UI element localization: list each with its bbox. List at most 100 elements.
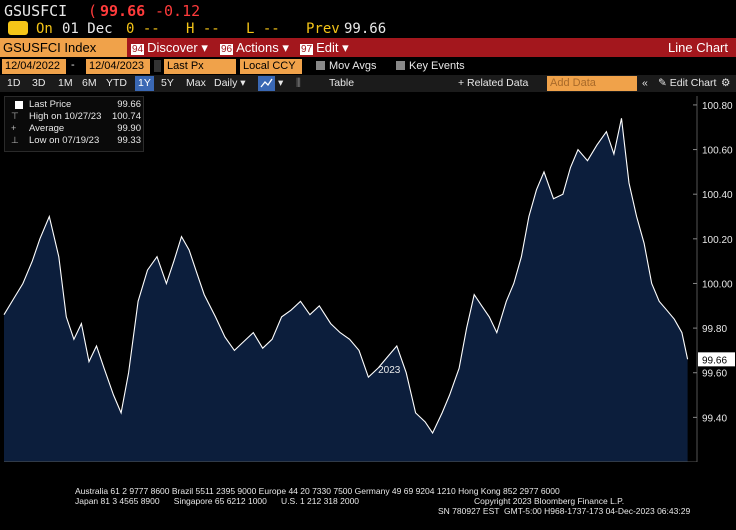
- settings-gear-icon[interactable]: ⚙: [721, 77, 731, 89]
- low-value: L --: [246, 21, 280, 37]
- legend-swatch: [15, 101, 23, 109]
- alert-icon[interactable]: [8, 21, 28, 35]
- footer-contacts-line2: Japan 81 3 4565 8900 Singapore 65 6212 1…: [75, 496, 360, 506]
- y-tick-label: 100.00: [702, 279, 733, 290]
- series-line[interactable]: [3, 118, 689, 435]
- edit-menu-label: Edit: [316, 40, 339, 55]
- period-ytd[interactable]: YTD: [106, 77, 127, 89]
- prev-label: Prev: [306, 21, 340, 37]
- year-label: 2023: [378, 365, 401, 376]
- mov-avgs-toggle[interactable]: Mov Avgs: [316, 60, 377, 72]
- y-axis: 100.80 100.60 100.40 100.20 100.00 99.80 99.60…: [693, 101, 733, 424]
- low-marker-icon: ⊥: [11, 135, 19, 145]
- key-events-label: Key Events: [409, 60, 465, 72]
- y-tick-label: 99.40: [702, 413, 727, 424]
- edit-menu[interactable]: 97 Edit ▾: [300, 40, 349, 55]
- last-value-box: [698, 352, 735, 367]
- y-tick-label: 100.80: [702, 101, 733, 112]
- high-marker-icon: ⊤: [11, 111, 19, 121]
- prev-value: 99.66: [344, 21, 387, 37]
- discover-menu-label: Discover: [147, 40, 198, 55]
- legend-average-label: Average: [29, 123, 65, 134]
- date-range-separator: -: [71, 59, 75, 71]
- edit-chart-button[interactable]: ✎ Edit Chart: [658, 77, 716, 89]
- footer-session-info: SN 780927 EST GMT-5:00 H968-1737-173 04-…: [438, 506, 691, 516]
- ticker-symbol[interactable]: GSUSFCI: [4, 2, 68, 20]
- last-price: 99.66: [100, 2, 146, 20]
- average-marker-icon: +: [11, 123, 17, 133]
- y-tick-label: 100.60: [702, 146, 733, 157]
- footer-copyright: Copyright 2023 Bloomberg Finance L.P.: [474, 496, 625, 506]
- key-events-toggle[interactable]: Key Events: [396, 60, 465, 72]
- y-tick-label: 100.20: [702, 235, 733, 246]
- related-data-button[interactable]: + Related Data: [458, 77, 529, 89]
- legend-row-average: + Average 99.90: [5, 123, 145, 135]
- mov-avgs-label: Mov Avgs: [329, 60, 377, 72]
- price-change: -0.12: [155, 2, 201, 20]
- legend-last-price-label: Last Price: [29, 99, 72, 110]
- on-date: 01 Dec: [62, 21, 113, 37]
- legend-high-label: High on 10/27/23: [29, 111, 102, 122]
- discover-menu[interactable]: 94 Discover ▾: [131, 40, 208, 55]
- period-3d[interactable]: 3D: [32, 77, 46, 89]
- chart-legend[interactable]: Last Price 99.66 ⊤ High on 10/27/23 100.…: [4, 96, 144, 152]
- security-field[interactable]: GSUSFCI Index: [0, 38, 127, 57]
- footer: Australia 61 2 9777 8600 Brazil 5511 239…: [0, 484, 736, 530]
- frequency-select[interactable]: Daily ▾: [214, 77, 246, 89]
- legend-row-low: ⊥ Low on 07/19/23 99.33: [5, 135, 145, 147]
- legend-low-value: 99.33: [117, 135, 141, 146]
- actions-menu[interactable]: 96 Actions ▾: [220, 40, 289, 55]
- volume-value: 0 --: [126, 21, 160, 37]
- y-tick-label: 100.40: [702, 190, 733, 201]
- y-tick-label: 99.80: [702, 324, 727, 335]
- period-1d[interactable]: 1D: [7, 77, 21, 89]
- chart-type-title: Line Chart: [668, 40, 728, 55]
- period-max[interactable]: Max: [186, 77, 206, 89]
- footer-contacts-line1: Australia 61 2 9777 8600 Brazil 5511 239…: [75, 486, 560, 496]
- open-paren: (: [88, 2, 98, 20]
- chart-style-dropdown[interactable]: ▾: [278, 77, 284, 89]
- y-tick-label: 99.60: [702, 369, 727, 380]
- x-axis: DecJanFebMarAprMayJunJulAugSepOctNov2022…: [4, 365, 697, 462]
- line-chart-glyph: [260, 78, 273, 88]
- edit-menu-number: 97: [300, 44, 314, 55]
- period-1y[interactable]: 1Y: [135, 76, 154, 91]
- mov-avgs-checkbox[interactable]: [316, 61, 325, 70]
- actions-menu-number: 96: [220, 44, 234, 55]
- pencil-icon: ✎: [658, 77, 667, 89]
- series-area-fill: [4, 118, 688, 462]
- last-value-marker: 99.66: [698, 352, 735, 367]
- key-events-checkbox[interactable]: [396, 61, 405, 70]
- function-bar: GSUSFCI Index 94 Discover ▾ 96 Actions ▾ 9…: [0, 38, 736, 57]
- legend-row-high: ⊤ High on 10/27/23 100.74: [5, 111, 145, 123]
- legend-high-value: 100.74: [111, 111, 141, 122]
- add-data-input[interactable]: Add Data: [547, 76, 637, 91]
- quote-details: On 01 Dec 0 -- H -- L -- Prev 99.66: [0, 20, 736, 38]
- calendar-icon[interactable]: [154, 60, 161, 72]
- last-value-label: 99.66: [702, 355, 727, 366]
- period-bar: 1D 3D 1M 6M YTD 1Y 5Y Max Daily ▾ ▾ ⫼ Ta…: [0, 75, 736, 92]
- legend-low-label: Low on 07/19/23: [29, 135, 100, 146]
- price-chart[interactable]: 100.80 100.60 100.40 100.20 100.00 99.80 99.60…: [0, 92, 736, 462]
- period-1m[interactable]: 1M: [58, 77, 73, 89]
- table-button[interactable]: Table: [329, 77, 355, 89]
- on-label: On: [36, 21, 53, 37]
- currency-select[interactable]: Local CCY: [240, 59, 302, 74]
- bar-chart-icon[interactable]: ⫼: [296, 77, 301, 89]
- settings-bar: 12/04/2022 - 12/04/2023 Last Px Local CC…: [0, 58, 736, 75]
- legend-last-price-value: 99.66: [117, 99, 141, 110]
- edit-chart-label: Edit Chart: [669, 77, 717, 89]
- period-5y[interactable]: 5Y: [161, 77, 174, 89]
- end-date-field[interactable]: 12/04/2023: [86, 59, 150, 74]
- start-date-field[interactable]: 12/04/2022: [2, 59, 66, 74]
- legend-average-value: 99.90: [117, 123, 141, 134]
- actions-menu-label: Actions: [236, 40, 279, 55]
- price-field-select[interactable]: Last Px: [164, 59, 236, 74]
- line-chart-icon[interactable]: [258, 76, 275, 91]
- legend-row-last-price: Last Price 99.66: [5, 99, 145, 111]
- ticker-header: GSUSFCI ( 99.66 -0.12: [0, 0, 736, 20]
- period-6m[interactable]: 6M: [82, 77, 97, 89]
- collapse-icon[interactable]: «: [642, 77, 648, 89]
- frequency-label: Daily: [214, 77, 238, 89]
- high-value: H --: [186, 21, 220, 37]
